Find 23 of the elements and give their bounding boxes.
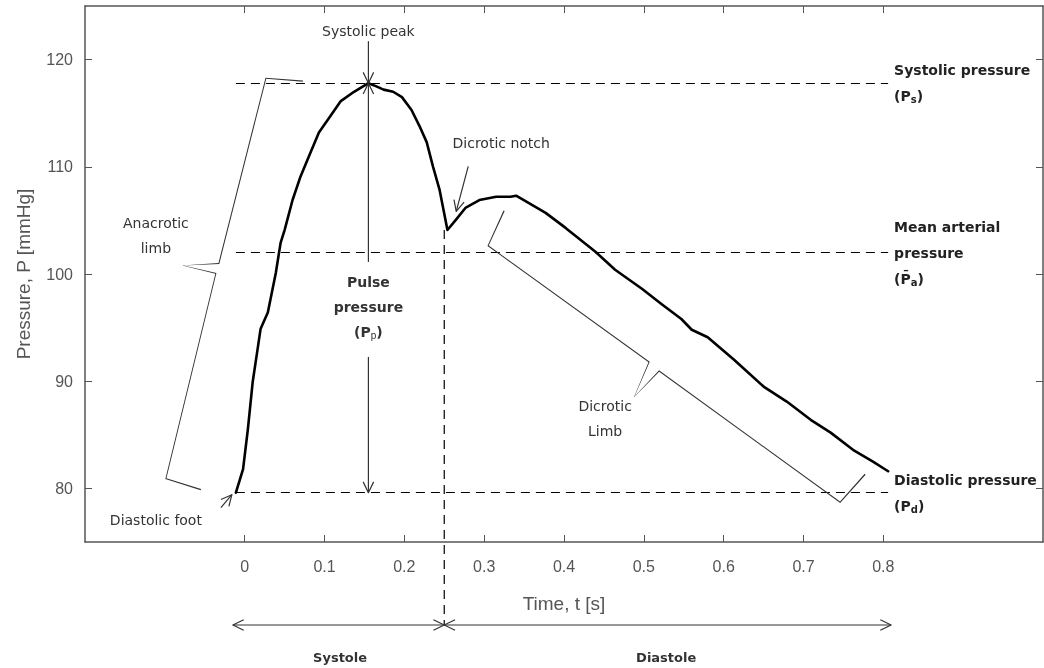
annotation: Dicrotic notch [452, 135, 550, 152]
x-tick-label: 0.8 [872, 557, 895, 575]
text: Systole [313, 649, 368, 665]
x-tick-label: 0.2 [393, 557, 416, 575]
x-tick-label: 0.1 [313, 557, 336, 575]
x-tick-label: 0.6 [712, 557, 735, 575]
annotation: Systolic peak [322, 23, 416, 40]
y-axis-title: Pressure, P [mmHg] [13, 188, 34, 360]
y-tick-label: 120 [46, 51, 74, 69]
annotation: Diastolic foot [109, 511, 203, 528]
y-tick-label: 100 [46, 265, 74, 283]
x-tick-label: 0.7 [792, 557, 815, 575]
y-tick-label: 90 [55, 372, 74, 390]
text: Diastole [636, 649, 697, 665]
y-tick-label: 80 [55, 479, 74, 497]
x-tick-label: 0 [240, 557, 250, 575]
x-tick-label: 0.3 [473, 557, 496, 575]
x-tick-label: 0.5 [632, 557, 656, 575]
annotation: Dicrotic Limb [578, 398, 632, 440]
annotation: Anacrotic limb [122, 214, 189, 256]
x-tick-label: 0.4 [552, 557, 576, 575]
y-tick-label: 110 [47, 158, 74, 176]
x-axis-title: Time, t [s] [522, 593, 606, 614]
